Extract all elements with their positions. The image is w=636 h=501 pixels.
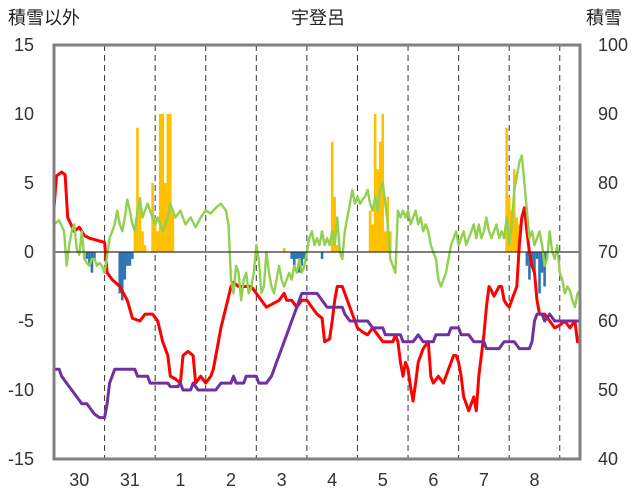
precip-bar-1 xyxy=(136,127,139,252)
precip-bar-28 xyxy=(507,196,511,252)
precip-bar-9 xyxy=(161,114,165,252)
precip-bar-11 xyxy=(166,114,170,252)
precip-bar-5 xyxy=(153,217,157,252)
x-tick-label: 1 xyxy=(175,470,185,490)
y-right-tick: 70 xyxy=(598,242,618,262)
precip-bar-31 xyxy=(515,217,519,252)
precip-bar-15 xyxy=(330,141,334,252)
snowfall_change-bar-15 xyxy=(303,252,306,259)
y-left-tick: 0 xyxy=(24,242,34,262)
precip-bar-12 xyxy=(169,114,172,252)
snowfall_change-bar-8 xyxy=(128,252,132,266)
snowfall_change-bar-5 xyxy=(120,252,124,301)
x-tick-label: 8 xyxy=(529,470,539,490)
precip-bar-8 xyxy=(158,114,162,252)
snowfall_change-bar-21 xyxy=(535,252,539,259)
y-left-tick: -15 xyxy=(8,449,34,469)
snowfall_change-bar-23 xyxy=(540,252,544,273)
precip-bar-16 xyxy=(333,196,337,252)
snowfall_change-bar-7 xyxy=(126,252,129,266)
snowfall_change-bar-14 xyxy=(300,252,304,266)
precip-bar-26 xyxy=(389,231,392,252)
snowfall_change-bar-18 xyxy=(528,252,531,280)
precip-bar-17 xyxy=(335,245,339,252)
x-tick-label: 30 xyxy=(69,470,89,490)
x-tick-label: 31 xyxy=(120,470,140,490)
y-right-tick: 50 xyxy=(598,380,618,400)
y-left-tick: -10 xyxy=(8,380,34,400)
x-tick-label: 3 xyxy=(277,470,287,490)
temp-line xyxy=(52,170,582,413)
snowfall_change-bar-4 xyxy=(118,252,122,294)
snowfall_change-bar-22 xyxy=(538,252,541,294)
snowfall_change-bar-11 xyxy=(292,252,296,266)
x-tick-label: 7 xyxy=(479,470,489,490)
snowfall_change-bar-10 xyxy=(290,252,294,259)
y-right-tick: 60 xyxy=(598,311,618,331)
x-tick-label: 4 xyxy=(327,470,337,490)
snowfall_change-bar-3 xyxy=(93,252,96,259)
precip-bar-18 xyxy=(368,210,372,252)
x-tick-label: 5 xyxy=(378,470,388,490)
x-tick-label: 2 xyxy=(226,470,236,490)
y-right-tick: 40 xyxy=(598,449,618,469)
chart-title: 宇登呂 xyxy=(291,8,345,29)
snowfall_change-bar-24 xyxy=(543,252,546,287)
snowfall_change-bar-9 xyxy=(131,252,134,259)
snowfall_change-bar-12 xyxy=(295,252,299,259)
precip-bar-6 xyxy=(156,231,159,252)
precip-bar-19 xyxy=(371,224,374,252)
snowfall_change-bar-0 xyxy=(85,252,89,259)
precip-bar-13 xyxy=(171,210,175,252)
precip-bar-3 xyxy=(141,231,144,252)
snow_depth-line xyxy=(52,291,582,420)
y-left-tick: 15 xyxy=(14,35,34,55)
precip-bar-30 xyxy=(512,169,516,252)
x-tick-label: 6 xyxy=(428,470,438,490)
precip-bar-0 xyxy=(133,224,137,252)
snowfall_change-bar-2 xyxy=(90,252,94,273)
y-right-tick: 90 xyxy=(598,104,618,124)
precip-bar-20 xyxy=(373,114,377,252)
precip-bar-2 xyxy=(138,196,142,252)
precip-bar-4 xyxy=(143,245,147,252)
precip-bar-10 xyxy=(163,183,167,252)
snowfall_change-bar-1 xyxy=(88,252,91,266)
snowfall_change-bar-16 xyxy=(320,252,324,259)
snowfall_change-bar-20 xyxy=(533,252,536,273)
y-right-tick: 100 xyxy=(598,35,628,55)
y-left-tick: -5 xyxy=(18,311,34,331)
snowfall_change-bar-17 xyxy=(525,252,529,266)
y-right-tick: 80 xyxy=(598,173,618,193)
y-left-tick: 10 xyxy=(14,104,34,124)
precip-bar-24 xyxy=(383,231,387,252)
right-axis-label: 積雪 xyxy=(586,8,622,29)
snowfall_change-bar-6 xyxy=(123,252,127,280)
wind-line xyxy=(52,154,582,309)
precip-bar-14 xyxy=(282,247,286,252)
left-axis-label: 積雪以外 xyxy=(8,8,80,29)
y-left-tick: 5 xyxy=(24,173,34,193)
precip-bar-27 xyxy=(505,127,508,252)
